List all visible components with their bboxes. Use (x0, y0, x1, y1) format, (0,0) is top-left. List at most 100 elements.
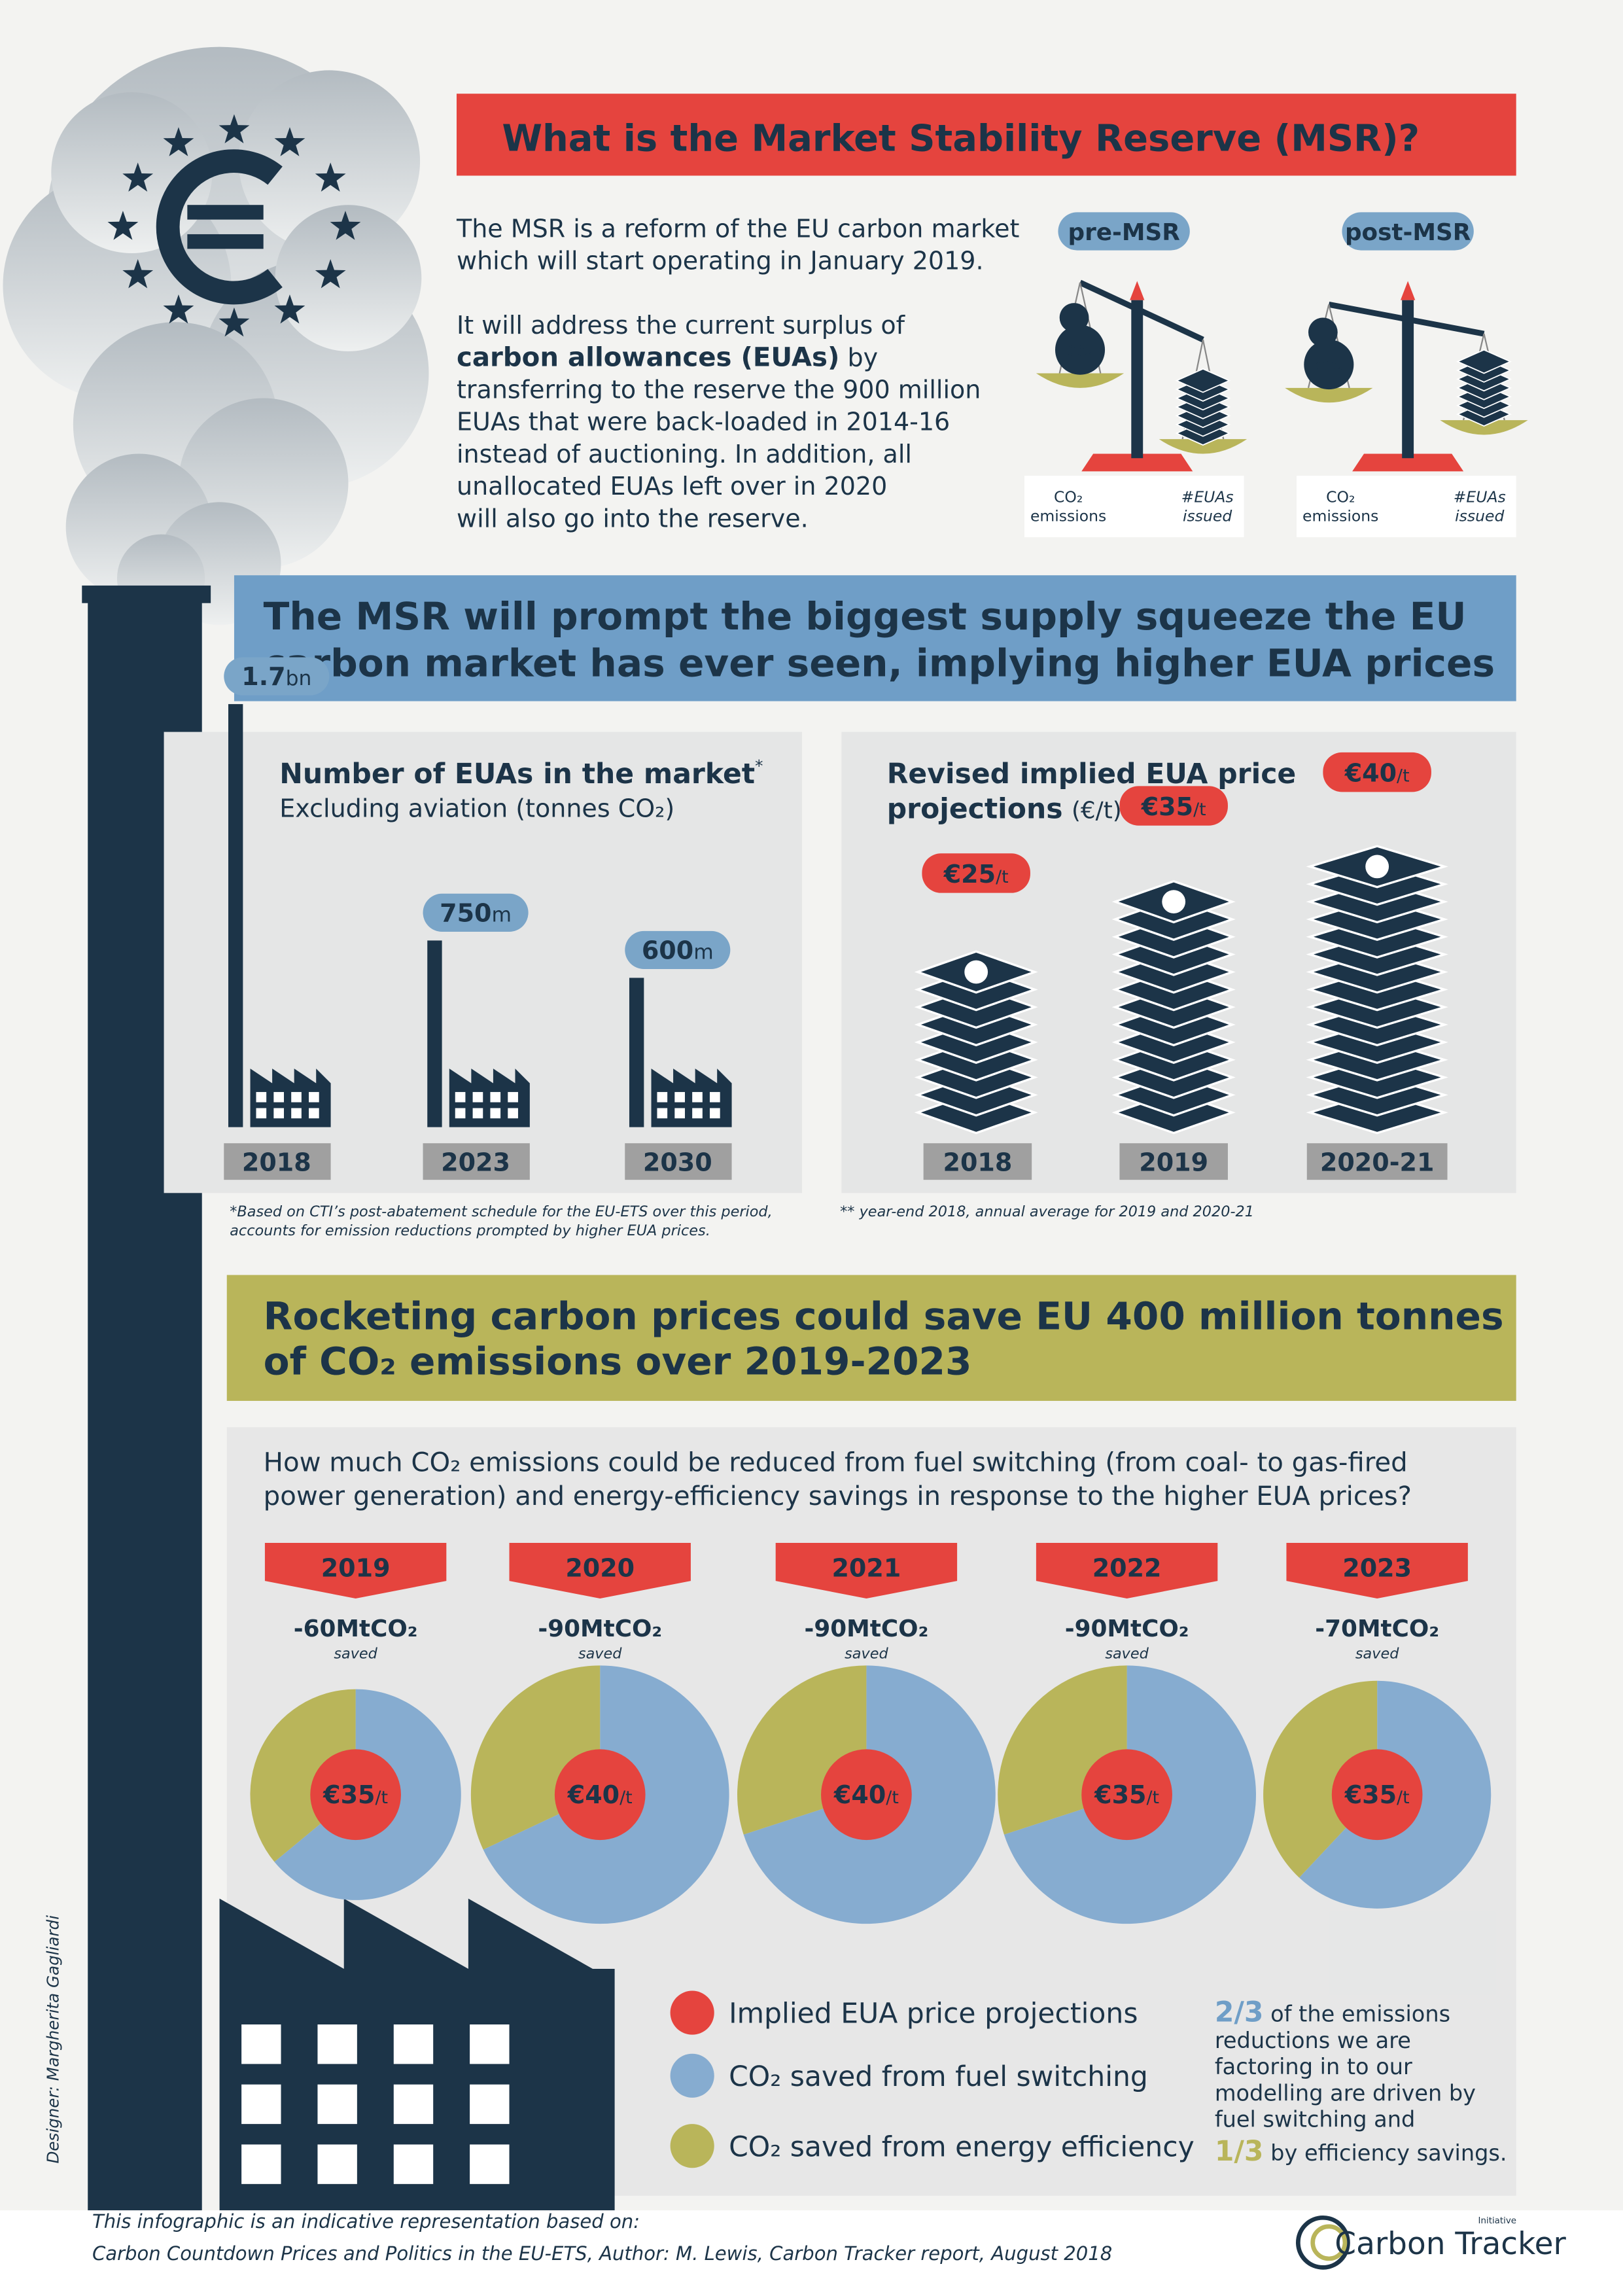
euas-note (1456, 349, 1512, 374)
scale-caption: issued (1183, 506, 1232, 525)
question-line: How much CO₂ emissions could be reduced … (264, 1447, 1408, 1477)
year-label: 2021 (831, 1553, 901, 1582)
mini-window (256, 1091, 267, 1103)
eu-star (218, 307, 250, 337)
scale-pan (1159, 439, 1248, 454)
co2-bag (1055, 325, 1106, 375)
chimney-mark (629, 978, 644, 1127)
year-label: 2020-21 (1320, 1148, 1435, 1177)
text-part: €40 (567, 1780, 620, 1809)
year-banner (509, 1542, 691, 1598)
year-box (1306, 1143, 1448, 1180)
note-coin (964, 960, 988, 984)
value-pill (625, 930, 731, 970)
text-part: m (491, 903, 512, 927)
year-banner (1286, 1542, 1468, 1598)
co2-bag-label: CO₂ (1067, 344, 1094, 359)
text-part: by (839, 343, 878, 372)
factory-window (241, 2024, 281, 2064)
mini-window (710, 1108, 720, 1119)
text-part: projections (887, 794, 1063, 826)
scale-post (1131, 300, 1143, 459)
chart-title: Revised implied EUA price (887, 758, 1297, 790)
scale-caption: #EUAs (1181, 487, 1234, 506)
logo-ring (1310, 2224, 1348, 2261)
price-stack (1306, 845, 1448, 1135)
note-coin (1365, 855, 1389, 879)
price-label: €35/t (1344, 1780, 1410, 1809)
co2-bag-label: CO₂ (1316, 358, 1342, 374)
mini-window (273, 1108, 285, 1119)
mini-window (490, 1091, 501, 1103)
scale-label-pill (1058, 212, 1190, 251)
text-part: /t (886, 1788, 899, 1808)
saved-label: -90MtCO₂ (1065, 1616, 1189, 1642)
footnote: ** year-end 2018, annual average for 201… (840, 1203, 1254, 1220)
price-stack (914, 950, 1038, 1135)
co2-bag (1059, 303, 1089, 332)
paragraph-line: transferring to the reserve the 900 mill… (457, 376, 981, 404)
year-banner (1036, 1542, 1218, 1598)
mini-window (273, 1091, 285, 1103)
factory-window (393, 2144, 434, 2184)
euro-bar (187, 205, 264, 220)
scale-caption: emissions (1030, 506, 1106, 525)
text-part: 2/3 (1215, 1997, 1264, 2029)
legend-label: CO₂ saved from energy efficiency (729, 2131, 1195, 2163)
scale-label: pre-MSR (1068, 219, 1179, 246)
text-part: €25 (943, 860, 996, 889)
chimney-mark (228, 704, 243, 1127)
section-title: What is the Market Stability Reserve (MS… (502, 117, 1420, 160)
price-stack (1111, 880, 1236, 1135)
paragraph-line: EUAs that were back-loaded in 2014-16 (457, 408, 950, 436)
text-part: by efficiency savings. (1264, 2140, 1507, 2166)
scale-label-pill (1342, 212, 1474, 251)
year-label: 2018 (242, 1148, 311, 1177)
saved-word: saved (578, 1646, 622, 1663)
price-centre (821, 1749, 912, 1841)
text-part: m (693, 940, 714, 964)
year-label: 2019 (321, 1553, 391, 1582)
text-part: /t (1397, 1788, 1410, 1808)
price-label: €35/t (1094, 1780, 1159, 1809)
text-part: * (755, 756, 763, 775)
mini-window (490, 1108, 501, 1119)
text-part: /t (620, 1788, 633, 1808)
scale-caption-box (1024, 476, 1244, 538)
legend-swatch (670, 1990, 714, 2035)
section-title: carbon market has ever seen, implying hi… (264, 641, 1495, 686)
price-pill (922, 853, 1030, 893)
legend-swatch (670, 2124, 714, 2168)
price-label: €40/t (567, 1780, 633, 1809)
year-box (1119, 1143, 1228, 1180)
title-banner (226, 1275, 1516, 1401)
scale-pan (1036, 373, 1125, 388)
mini-window (692, 1108, 703, 1119)
euro-bar (187, 234, 264, 249)
pie-efficiency (250, 1689, 356, 1862)
logo-subtext: Initiative (1478, 2216, 1517, 2226)
text-part: /t (375, 1788, 389, 1808)
euas-note (1175, 368, 1231, 393)
mini-window (309, 1108, 319, 1119)
year-banner (264, 1542, 447, 1598)
scale-caption-box (1297, 476, 1516, 538)
logo-text: Carbon Tracker (1335, 2226, 1566, 2262)
year-label: 2030 (643, 1148, 712, 1177)
question-line: power generation) and energy-efficiency … (264, 1481, 1412, 1511)
note-line: factoring in to our (1215, 2054, 1412, 2079)
note-line: fuel switching and (1215, 2107, 1415, 2132)
price-label: €40/t (1344, 759, 1410, 788)
saved-word: saved (1355, 1646, 1399, 1663)
year-box (224, 1143, 331, 1180)
mini-window (472, 1091, 483, 1103)
factory-window (393, 2024, 434, 2064)
text-part: /t (996, 867, 1009, 887)
text-part: €35 (1141, 792, 1193, 821)
paragraph-line: unallocated EUAs left over in 2020 (457, 472, 887, 501)
factory-window (241, 2144, 281, 2184)
scale-caption: emissions (1302, 506, 1378, 525)
footer-band (0, 2210, 1623, 2296)
